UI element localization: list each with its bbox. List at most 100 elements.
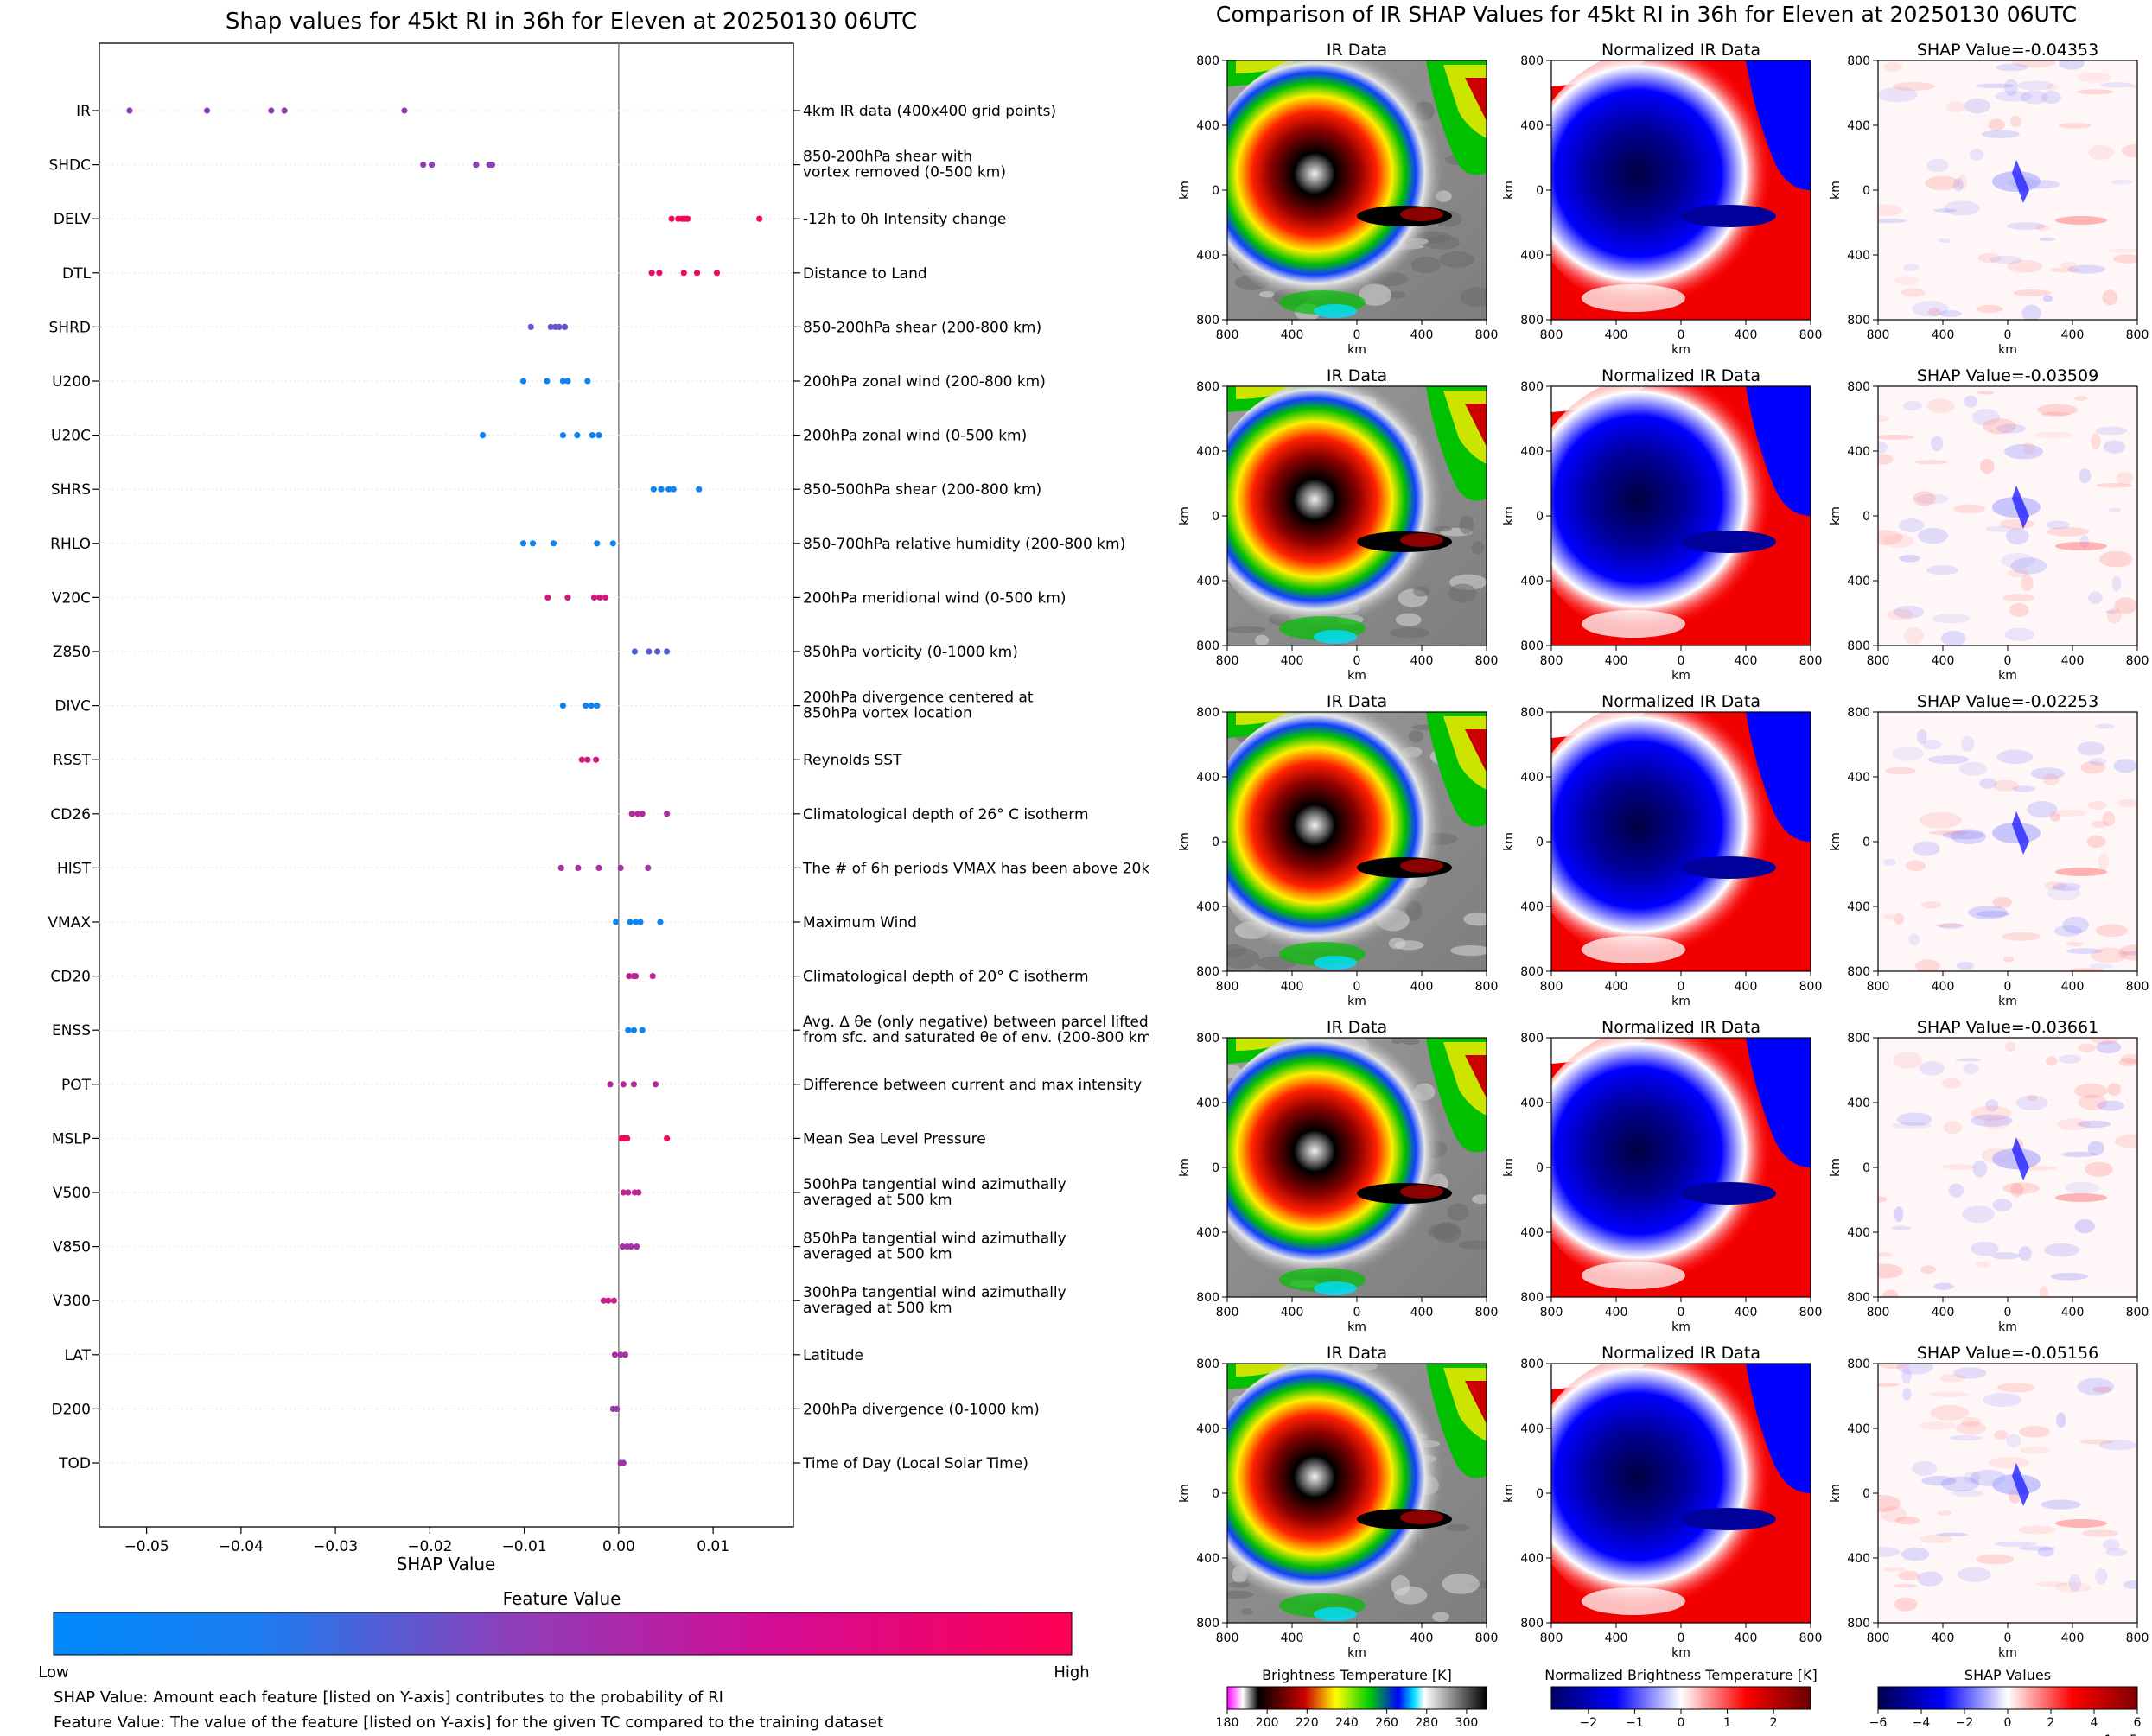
map-y-tick-label: 0 <box>1536 836 1544 849</box>
map-x-tick-label: 400 <box>1605 328 1628 342</box>
map-x-tick-label: 400 <box>1932 1306 1955 1319</box>
shap-point <box>488 162 496 169</box>
map-y-tick-label: 800 <box>1520 706 1544 720</box>
feature-row-rhlo: RHLO 850-700hPa relative humidity (200-80… <box>50 536 1125 553</box>
colorbar-tick-label: 1 <box>1723 1716 1731 1730</box>
feature-row-ir: IR 4km IR data (400x400 grid points) <box>76 103 1056 120</box>
ir-data-title: IR Data <box>1327 1344 1387 1363</box>
shap-point <box>670 486 677 493</box>
feature-row-pot: POT Difference between current and max in… <box>61 1077 1142 1094</box>
feature-row-shrs: SHRS 850-500hPa shear (200-800 km) <box>51 481 1041 499</box>
map-x-tick-label: 800 <box>1475 654 1499 668</box>
shap-point <box>630 1027 637 1033</box>
feature-code-label: DIVC <box>54 698 91 715</box>
shap-point <box>564 594 571 601</box>
feature-code-label: U200 <box>52 373 91 391</box>
feature-description: Climatological depth of 26° C isotherm <box>803 806 1089 823</box>
map-y-tick-label: 400 <box>1847 1226 1870 1240</box>
colorbar-tick-label: −2 <box>1956 1716 1974 1730</box>
map-x-tick-label: 400 <box>1281 654 1304 668</box>
shap-point <box>126 107 133 114</box>
map-y-tick-label: 800 <box>1847 1617 1870 1631</box>
map-x-tick-label: 0 <box>1353 1306 1361 1319</box>
shap-point <box>575 864 582 872</box>
feature-description: -12h to 0h Intensity change <box>803 211 1006 228</box>
x-tick-label: −0.05 <box>124 1538 169 1555</box>
map-y-axis-label: km <box>1178 506 1192 525</box>
feature-code-label: SHRS <box>51 481 91 499</box>
feature-value-colorbar <box>53 1612 1073 1656</box>
shap-point <box>649 973 656 980</box>
feature-code-label: U20C <box>51 428 91 445</box>
map-x-tick-label: 800 <box>1799 1631 1823 1645</box>
map-y-tick-label: 0 <box>1862 510 1870 524</box>
shap-point <box>578 756 585 763</box>
map-x-tick-label: 800 <box>1799 980 1823 994</box>
feature-description: 850hPa vorticity (0-1000 km) <box>803 644 1018 661</box>
map-y-tick-label: 400 <box>1520 1226 1544 1240</box>
map-y-tick-label: 400 <box>1520 119 1544 133</box>
shap-point <box>664 648 671 655</box>
feature-description: Difference between current and max inten… <box>803 1077 1142 1094</box>
feature-row-v500: V500 500hPa tangential wind azimuthallyav… <box>53 1176 1066 1209</box>
shap-point <box>557 864 564 872</box>
map-colorbars: Brightness Temperature [K]180 200 220 240 26… <box>1216 1667 2142 1736</box>
colorbar-low-label: Low <box>38 1663 68 1682</box>
map-y-tick-label: 800 <box>1847 1032 1870 1046</box>
map-x-axis-label: km <box>1347 669 1366 683</box>
feature-description: Time of Day (Local Solar Time) <box>802 1455 1028 1472</box>
colorbar-tick-label: 6 <box>2134 1716 2142 1730</box>
shap-point <box>544 594 551 601</box>
colorbar-tick-label: 240 <box>1335 1716 1359 1730</box>
map-x-tick-label: 800 <box>2126 654 2149 668</box>
map-y-tick-label: 800 <box>1520 314 1544 327</box>
map-x-tick-label: 800 <box>1867 1306 1890 1319</box>
shap-point <box>634 1243 640 1250</box>
map-y-tick-label: 800 <box>1196 965 1219 979</box>
shap-point <box>632 919 640 925</box>
shap-point <box>630 1081 637 1088</box>
map-y-axis-label: km <box>1829 832 1843 851</box>
shap-point <box>550 540 557 547</box>
colorbar-tick-label: 0 <box>1678 1716 1685 1730</box>
map-x-tick-label: 800 <box>1216 654 1239 668</box>
map-y-tick-label: 0 <box>1862 836 1870 849</box>
map-x-tick-label: 800 <box>1216 328 1239 342</box>
map-y-axis-label: km <box>1178 181 1192 200</box>
colorbar-tick-label: −1 <box>1626 1716 1644 1730</box>
normalized-ir-image <box>1551 1038 1811 1297</box>
map-y-tick-label: 800 <box>1196 1358 1219 1371</box>
map-y-tick-label: 800 <box>1847 1291 1870 1305</box>
map-x-tick-label: 0 <box>1678 980 1685 994</box>
map-x-tick-label: 400 <box>1410 980 1434 994</box>
shap-point <box>614 1405 621 1412</box>
shap-point <box>632 973 640 980</box>
map-x-tick-label: 0 <box>1353 654 1361 668</box>
map-y-tick-label: 400 <box>1847 771 1870 785</box>
colorbar-3: SHAP Values −6 −4 −2 0 2 4 6 1e−5 <box>1869 1667 2142 1736</box>
map-x-tick-label: 400 <box>1410 654 1434 668</box>
feature-code-label: SHDC <box>48 157 91 175</box>
shap-point <box>621 1351 629 1358</box>
colorbar-tick-label: 2 <box>1770 1716 1778 1730</box>
feature-code-label: VMAX <box>48 914 91 932</box>
shap-heatmap <box>1878 712 2137 971</box>
map-y-axis-label: km <box>1178 1158 1192 1177</box>
feature-row-cd26: CD26 Climatological depth of 26° C isothe… <box>50 806 1088 823</box>
map-x-tick-label: 800 <box>1475 1631 1499 1645</box>
feature-description: 300hPa tangential wind azimuthally <box>803 1284 1066 1301</box>
feature-code-label: V300 <box>53 1293 91 1310</box>
map-y-axis-label: km <box>1178 832 1192 851</box>
map-y-tick-label: 0 <box>1212 1487 1219 1501</box>
shap-heatmap <box>1878 1038 2137 1297</box>
map-y-tick-label: 800 <box>1196 1617 1219 1631</box>
feature-description: Distance to Land <box>803 265 927 283</box>
shap-point <box>639 811 646 817</box>
map-x-tick-label: 0 <box>2004 1631 2012 1645</box>
colorbar-high-label: High <box>1054 1663 1089 1682</box>
map-x-axis-label: km <box>1347 343 1366 357</box>
feature-code-label: V20C <box>52 589 91 607</box>
feature-code-label: D200 <box>51 1401 91 1418</box>
normalized-ir-image <box>1551 386 1811 645</box>
